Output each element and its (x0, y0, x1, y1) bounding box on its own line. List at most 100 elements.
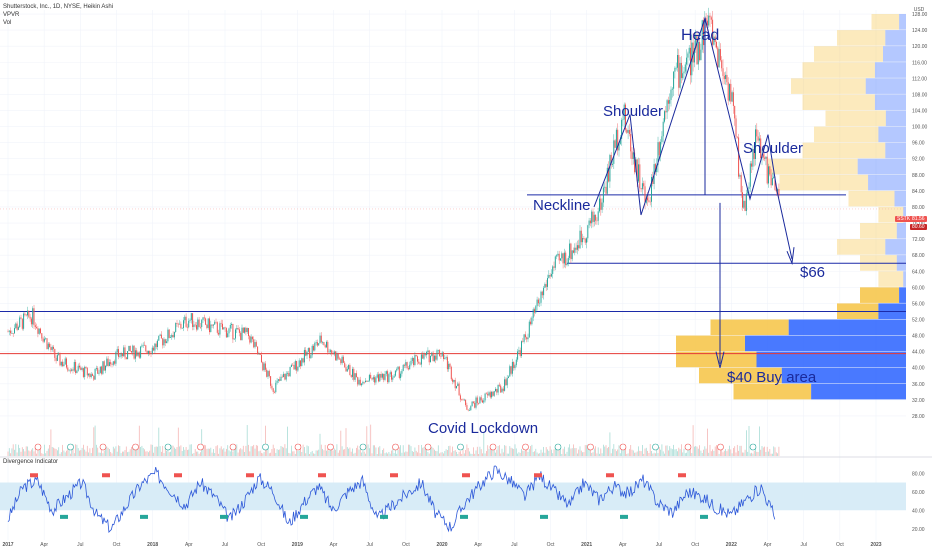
volume-bar (753, 450, 755, 456)
price-tick: 64.00 (912, 269, 925, 275)
candle-body (397, 366, 399, 370)
candle-body (600, 198, 602, 210)
volume-bar (237, 452, 239, 456)
volume-bar (271, 449, 273, 456)
candle-body (686, 57, 688, 65)
volume-bar (431, 446, 433, 456)
volume-bar (192, 453, 193, 456)
candle-body (120, 353, 122, 357)
oscillator-title[interactable]: Divergence Indicator (3, 459, 59, 465)
volume-bar (691, 453, 693, 456)
volume-bar (653, 452, 655, 456)
candle-body (380, 373, 382, 378)
earnings-marker (327, 443, 334, 451)
volume-bar (582, 452, 583, 456)
volume-bar (521, 448, 522, 456)
volume-bar (285, 448, 287, 456)
candle-body (132, 345, 134, 353)
volume-bar (749, 453, 751, 456)
volume-bar (341, 446, 343, 456)
volume-bar (695, 446, 697, 456)
candle-body (336, 353, 338, 361)
bear-label (390, 473, 398, 478)
candle-body (198, 319, 200, 327)
candle-body (592, 211, 594, 222)
volume-bar (445, 449, 447, 456)
volume-bar (356, 447, 357, 456)
volume-bar (322, 448, 323, 456)
candle-body (107, 358, 109, 366)
legend-vpvr[interactable]: VPVR (3, 12, 20, 18)
candle-body (199, 326, 201, 328)
candle-body (695, 34, 697, 49)
volume-bar (731, 453, 733, 456)
candle-body (419, 363, 421, 365)
vp-bar-up (860, 223, 897, 239)
volume-bar (700, 450, 702, 456)
volume-bar (337, 452, 339, 456)
candle-body (699, 41, 701, 61)
time-tick: Apr (40, 542, 48, 548)
candle-body (606, 167, 608, 194)
candle-body (379, 373, 381, 382)
volume-bar (752, 453, 754, 456)
volume-bar (447, 450, 448, 456)
candle-body (60, 361, 62, 366)
candle-body (68, 370, 70, 372)
candle-body (7, 331, 9, 333)
volume-bar (717, 445, 719, 456)
volume-bar (565, 453, 567, 456)
volume-bar (105, 449, 106, 456)
volume-bar (101, 448, 102, 456)
candle-body (398, 366, 400, 378)
legend-vol[interactable]: Vol (3, 20, 12, 26)
volume-bar (280, 445, 282, 456)
volume-bar (367, 444, 369, 456)
candle-body (32, 308, 34, 325)
candle-body (238, 329, 240, 333)
volume-bar (362, 450, 364, 456)
legend-symbol[interactable]: Shutterstock, Inc., 1D, NYSE, Heikin Ash… (3, 4, 114, 10)
candle-body (145, 345, 147, 351)
candle-body (181, 328, 183, 329)
volume-bar (592, 452, 594, 456)
volume-bar (396, 453, 398, 456)
volume-bar (109, 449, 110, 456)
candle-body (242, 327, 244, 333)
volume-bar (29, 451, 31, 456)
currency-label: USD (914, 7, 925, 13)
volume-bar (772, 453, 773, 456)
candle-body (177, 323, 179, 325)
candle-body (244, 327, 246, 333)
candle-body (625, 104, 626, 130)
candle-body (703, 20, 704, 46)
candle-body (565, 252, 567, 266)
earnings-marker (229, 443, 237, 451)
volume-bar (419, 453, 421, 456)
volume-bar (622, 450, 624, 456)
volume-bar (12, 444, 14, 456)
volume-bar (376, 453, 378, 456)
volume-bar (504, 445, 505, 456)
volume-bar (170, 451, 171, 456)
volume-bar (45, 453, 47, 456)
volume-bar (760, 449, 762, 456)
volume-bar (248, 444, 249, 456)
volume-bar (400, 445, 401, 456)
volume-bar (311, 450, 313, 456)
volume-bar (228, 450, 230, 456)
candle-body (254, 342, 256, 348)
candle-body (753, 149, 755, 159)
volume-bar (120, 453, 122, 456)
volume-bar (75, 444, 76, 456)
volume-bar (54, 448, 56, 456)
candle-body (101, 366, 103, 374)
candle-body (466, 405, 468, 410)
candle-body (543, 287, 545, 296)
candle-body (112, 361, 114, 365)
oscillator-tick: 60.00 (912, 490, 925, 496)
candle-body (218, 332, 220, 335)
volume-bar (268, 453, 270, 456)
price-tick: 128.00 (912, 12, 928, 18)
